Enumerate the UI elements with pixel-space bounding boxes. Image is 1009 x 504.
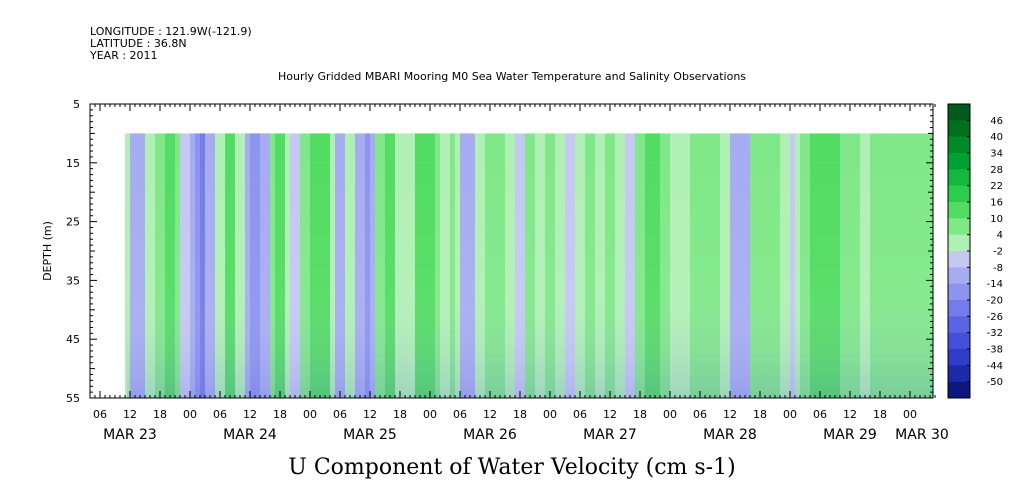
colorbar-swatch	[948, 218, 970, 235]
colorbar-swatch	[948, 185, 970, 203]
latitude-label: LATITUDE : 36.8N	[90, 37, 187, 50]
colorbar-label: 22	[990, 181, 1003, 192]
x-hour-label: 00	[183, 408, 197, 421]
colorbar-label: -20	[987, 296, 1003, 307]
year-label: YEAR : 2011	[89, 49, 158, 62]
chart-title: Hourly Gridded MBARI Mooring M0 Sea Wate…	[278, 70, 746, 83]
colorbar-label: 46	[990, 116, 1003, 127]
colorbar-label: -38	[987, 345, 1003, 356]
x-date-label: MAR 30	[895, 427, 949, 443]
colorbar-swatch	[948, 332, 970, 350]
x-hour-label: 06	[213, 408, 227, 421]
x-hour-label: 12	[243, 408, 257, 421]
y-axis-ticks: 5 15 25 35 45 55	[66, 98, 933, 405]
colorbar-swatch	[948, 153, 970, 170]
colorbar-swatch	[948, 300, 970, 317]
x-date-label: MAR 26	[463, 427, 517, 443]
depth-shading	[127, 133, 933, 398]
x-hour-label: 18	[633, 408, 647, 421]
x-hour-label: 18	[273, 408, 287, 421]
x-hour-label: 00	[543, 408, 557, 421]
y-tick-label: 55	[66, 392, 80, 405]
colorbar-label: 4	[997, 230, 1003, 241]
colorbar-label: -8	[993, 263, 1003, 274]
longitude-label: LONGITUDE : 121.9W(-121.9)	[90, 25, 252, 38]
colorbar-swatch	[948, 234, 970, 252]
x-hour-label: 12	[363, 408, 377, 421]
x-hour-label: 12	[723, 408, 737, 421]
x-hour-label: 12	[843, 408, 857, 421]
colorbar-swatch	[948, 316, 970, 333]
x-hour-label: 00	[903, 408, 917, 421]
colorbar-swatch	[948, 136, 970, 154]
colorbar-label: 16	[990, 198, 1003, 209]
colorbar-swatch	[948, 349, 970, 366]
y-tick-label: 45	[66, 333, 80, 346]
colorbar-swatch	[948, 381, 970, 399]
x-hour-label: 06	[453, 408, 467, 421]
x-date-label: MAR 25	[343, 427, 397, 443]
y-tick-label: 5	[73, 98, 80, 111]
colorbar-label: -2	[993, 247, 1003, 258]
x-hour-label: 12	[123, 408, 137, 421]
colorbar-label: -44	[987, 361, 1003, 372]
x-date-label: MAR 24	[223, 427, 277, 443]
x-hour-label: 18	[753, 408, 767, 421]
colorbar-swatch	[948, 169, 970, 186]
x-date-label: MAR 28	[703, 427, 757, 443]
colorbar-swatch	[948, 283, 970, 301]
colorbar-label: 10	[990, 214, 1003, 225]
x-hour-label: 00	[423, 408, 437, 421]
x-hour-label: 06	[573, 408, 587, 421]
colorbar-swatch	[948, 104, 970, 121]
x-hour-label: 06	[693, 408, 707, 421]
x-hour-label: 12	[603, 408, 617, 421]
colorbar-swatch	[948, 365, 970, 382]
x-date-label: MAR 27	[583, 427, 637, 443]
colorbar-label: -50	[987, 377, 1003, 388]
x-date-label: MAR 29	[823, 427, 877, 443]
colorbar-swatch	[948, 120, 970, 137]
colorbar-label: -14	[987, 279, 1003, 290]
colorbar-label: 28	[990, 165, 1003, 176]
colorbar: 46 40 34 28 22 16 10 4 -2 -8 -14 -20 -26 -32 -38 -44 -50	[947, 103, 1003, 399]
x-hour-label: 18	[873, 408, 887, 421]
x-axis-ticks: 06 12 18 00 06 12 18 00 06 12 18 00 06 12 18 00 06 12 18 00…	[89, 104, 949, 443]
colorbar-label: -26	[987, 312, 1003, 323]
colorbar-swatch	[948, 251, 970, 268]
y-tick-label: 15	[66, 157, 80, 170]
colorbar-label: 34	[990, 149, 1003, 160]
x-hour-label: 18	[393, 408, 407, 421]
x-hour-label: 00	[783, 408, 797, 421]
colorbar-label: -32	[987, 328, 1003, 339]
x-date-label: MAR 23	[103, 427, 157, 443]
colorbar-swatch	[948, 202, 970, 219]
y-tick-label: 25	[66, 216, 80, 229]
y-axis-label: DEPTH (m)	[41, 221, 54, 281]
x-hour-label: 18	[513, 408, 527, 421]
x-hour-label: 06	[813, 408, 827, 421]
x-hour-label: 06	[333, 408, 347, 421]
x-hour-label: 06	[93, 408, 107, 421]
x-hour-label: 12	[483, 408, 497, 421]
x-hour-label: 18	[153, 408, 167, 421]
colorbar-label: 40	[990, 132, 1003, 143]
colorbar-swatch	[948, 267, 970, 284]
x-hour-label: 00	[663, 408, 677, 421]
y-tick-label: 35	[66, 274, 80, 287]
x-axis-title: U Component of Water Velocity (cm s-1)	[288, 455, 735, 480]
x-hour-label: 00	[303, 408, 317, 421]
